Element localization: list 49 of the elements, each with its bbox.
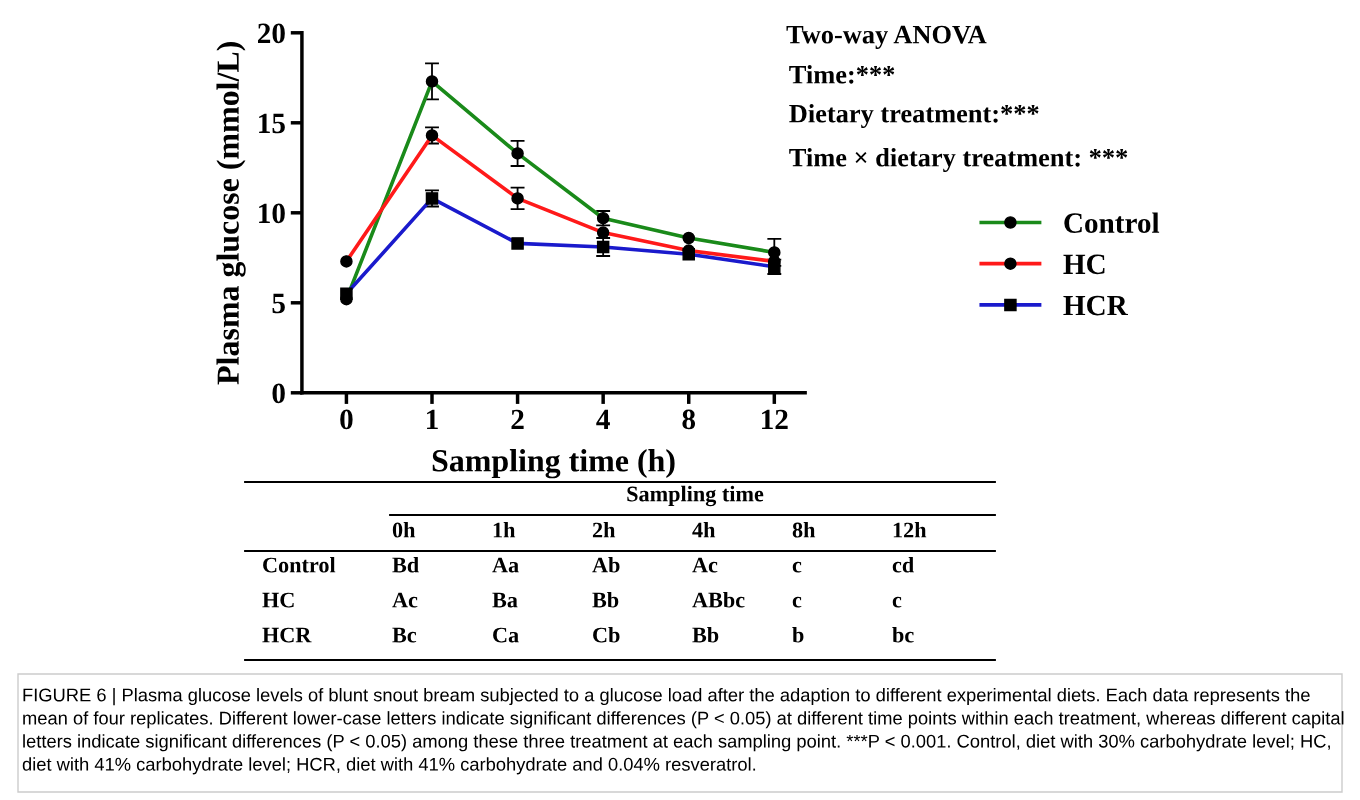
legend-label: HCR — [1063, 295, 1128, 316]
y-tick-label: 10 — [259, 203, 285, 224]
y-tick-label: 15 — [259, 113, 285, 134]
text: c — [892, 596, 902, 608]
text: ABbc — [692, 591, 745, 608]
caption: FIGURE 6 | Plasma glucose levels of blunt snout bream subjected to a glucose load after the adaption to different experimental diets. Each data represents the mean of four replicates. Different lower-case letters indicate significant differences (P < 0.05) at different time points within each treatment, whereas different capital letters indicate significant differences (P < 0.05) among these three treatment at each sampling point. ***P < 0.001. Control, diet with 30% carbohydrate level; HC, diet with 41% carbohydrate level; HCR, diet with 41% carbohydrate and 0.04% resveratrol. — [22, 688, 1344, 775]
x-axis-title: Sampling time (h) — [432, 449, 675, 479]
text: Ca — [493, 627, 519, 643]
text: bc — [892, 626, 914, 643]
annotation: Dietary treatment:*** — [789, 104, 1039, 128]
text: Ab — [592, 556, 620, 573]
x-tick-label: 1 — [427, 409, 438, 430]
text: Aa — [492, 557, 519, 573]
text: HCR — [262, 627, 312, 643]
text: Bb — [592, 591, 619, 608]
annotation: Time:*** — [789, 65, 895, 84]
text: Ba — [492, 592, 518, 608]
text: 1h — [493, 521, 516, 538]
text: 12h — [893, 521, 927, 538]
text: HC — [262, 592, 294, 608]
annotation: Two-way ANOVA — [786, 25, 987, 49]
text: 0h — [392, 521, 416, 538]
text: Ac — [692, 557, 718, 573]
text: Bb — [692, 626, 719, 643]
x-tick-label: 4 — [596, 409, 610, 430]
text: 4h — [692, 521, 716, 538]
text: c — [792, 596, 802, 608]
text: b — [792, 626, 804, 643]
text: Control — [263, 556, 336, 573]
text: Ac — [392, 592, 418, 608]
y-axis-title: Plasma glucose (mmol/L) — [216, 42, 246, 385]
x-tick-label: 2 — [511, 409, 524, 430]
y-tick-label: 0 — [272, 383, 285, 404]
x-tick-label: 8 — [682, 409, 696, 430]
text: Cb — [593, 626, 620, 643]
x-tick-label: 12 — [762, 409, 788, 430]
legend-label: HC — [1063, 254, 1105, 275]
annotation: Time × dietary treatment: *** — [789, 148, 1128, 172]
x-tick-label: 0 — [340, 409, 353, 430]
y-tick-label: 5 — [272, 293, 285, 314]
text: Bd — [392, 556, 419, 573]
legend-label: Control — [1064, 212, 1160, 233]
text: cd — [892, 556, 914, 573]
text: Sampling time — [627, 485, 764, 507]
text: 2h — [592, 521, 616, 538]
text: Bc — [392, 627, 417, 643]
y-tick-label: 20 — [258, 23, 285, 44]
text: c — [792, 561, 802, 573]
text: 8h — [792, 521, 816, 538]
